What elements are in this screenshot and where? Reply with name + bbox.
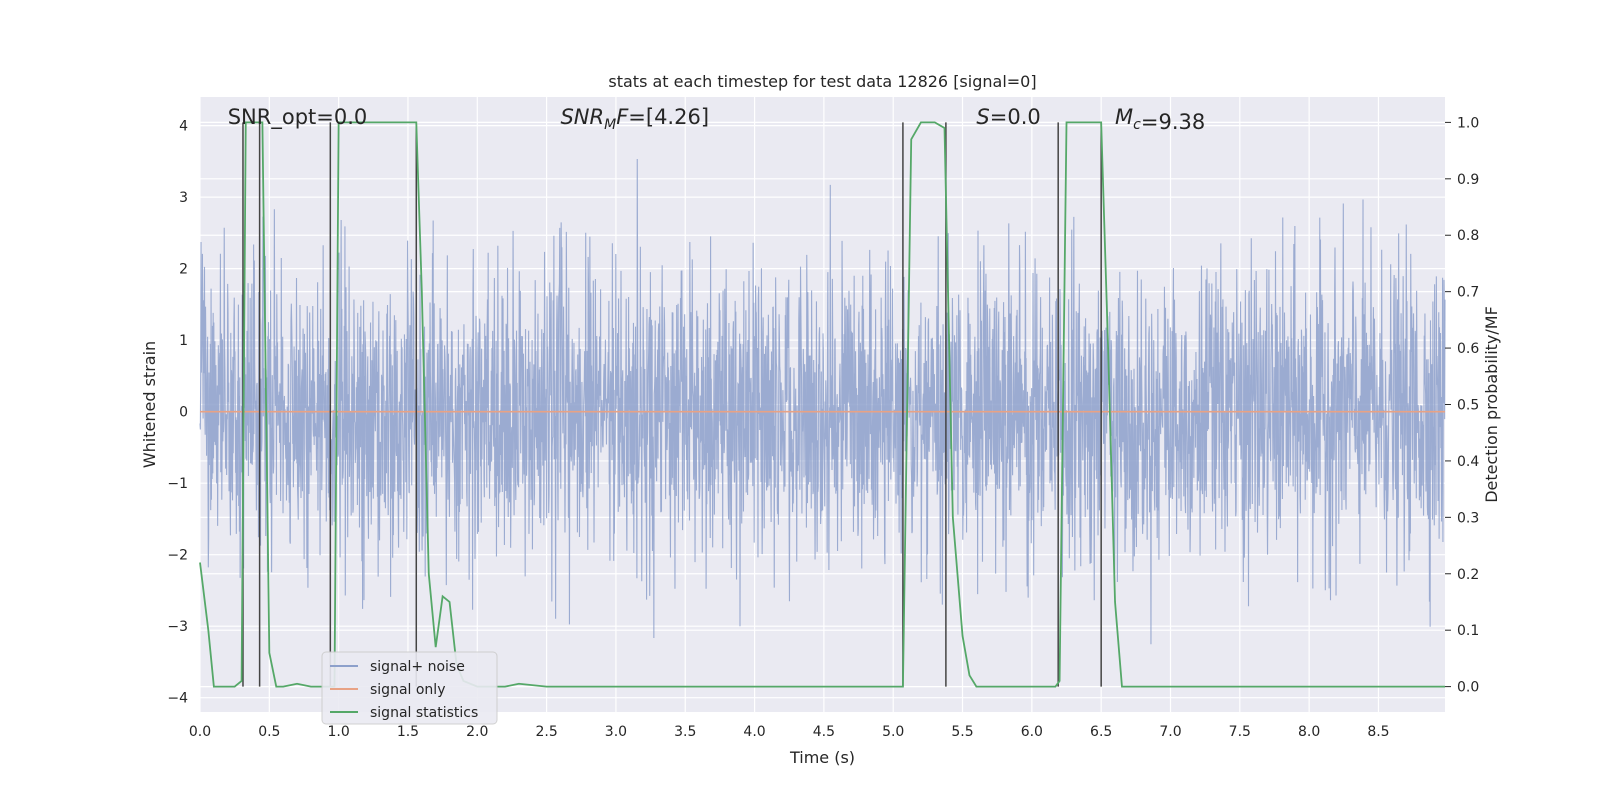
legend-box [321,651,498,725]
chart-title: stats at each timestep for test data 128… [608,72,1036,91]
legend-entry-label: signal+ noise [370,659,465,675]
y-tick-label: 3 [179,190,188,206]
x-tick-label: 4.0 [743,724,765,740]
x-tick-label: 2.0 [466,724,488,740]
y-right-tick-label: 0.7 [1457,285,1479,301]
y-axis-right: 1.0 0.9 0.8 0.7 0.6 0.5 0.4 0.3 0.2 0.1 0.0 [1445,115,1479,696]
x-tick-label: 8.0 [1298,724,1320,740]
x-tick-label: 0.0 [189,724,211,740]
y-right-tick-label: 0.5 [1457,398,1479,414]
y-tick-label: −3 [167,619,188,635]
x-tick-label: 8.5 [1367,724,1389,740]
x-tick-label: 0.5 [258,724,280,740]
y-axis-label: Whitened strain [140,341,159,468]
x-tick-label: 7.0 [1159,724,1181,740]
y-right-tick-label: 1.0 [1457,115,1479,131]
annotation-label: SNR_opt=0.0 [228,105,368,130]
annotations: SNR_opt=0.0 SNRMF=[4.26] S=0.0 Mc=9.38 [228,105,1205,134]
x-tick-label: 5.5 [951,724,973,740]
x-tick-label: 4.5 [813,724,835,740]
y-right-tick-label: 0.9 [1457,172,1479,188]
x-tick-label: 1.0 [328,724,350,740]
y-tick-label: −4 [167,691,188,707]
series-line-signal-noise [199,158,1446,645]
annotation-label: SNRMF=[4.26] [560,105,709,133]
x-axis: 0.0 0.5 1.0 1.5 2.0 2.5 3.0 3.5 4.0 4.5 5.0 5.5 6.0 6… [189,724,1390,740]
x-tick-label: 5.0 [882,724,904,740]
x-axis-label: Time (s) [789,748,855,767]
y-right-tick-label: 0.3 [1457,510,1479,526]
y-right-tick-label: 0.4 [1457,454,1479,470]
y-right-tick-label: 0.0 [1457,680,1479,696]
x-tick-label: 3.5 [674,724,696,740]
x-tick-label: 3.0 [605,724,627,740]
y-axis-left: 4 3 2 1 0 −1 −2 −3 −4 [167,119,188,707]
y-tick-label: −1 [167,476,188,492]
x-tick-label: 6.0 [1021,724,1043,740]
y-right-tick-label: 0.2 [1457,567,1479,583]
y-tick-label: −2 [167,548,188,564]
y-right-tick-label: 0.8 [1457,228,1479,244]
legend-entry-label: signal statistics [370,705,478,721]
y-tick-label: 4 [179,119,188,135]
y-tick-label: 2 [179,262,188,278]
x-tick-label: 7.5 [1229,724,1251,740]
y-axis-right-label: Detection probability/MF [1482,306,1501,503]
annotation-label: S=0.0 [976,105,1040,129]
x-tick-label: 1.5 [397,724,419,740]
series-signal-noise [199,158,1446,645]
y-tick-label: 1 [179,333,188,349]
x-tick-label: 6.5 [1090,724,1112,740]
y-right-tick-label: 0.6 [1457,341,1479,357]
y-tick-label: 0 [179,405,188,421]
annotation-label: Mc=9.38 [1115,105,1205,134]
x-tick-label: 2.5 [535,724,557,740]
legend: signal+ noise signal only signal statistic… [321,651,498,725]
legend-entry-label: signal only [370,682,445,698]
vertical-markers [242,122,1102,687]
y-right-tick-label: 0.1 [1457,623,1479,639]
